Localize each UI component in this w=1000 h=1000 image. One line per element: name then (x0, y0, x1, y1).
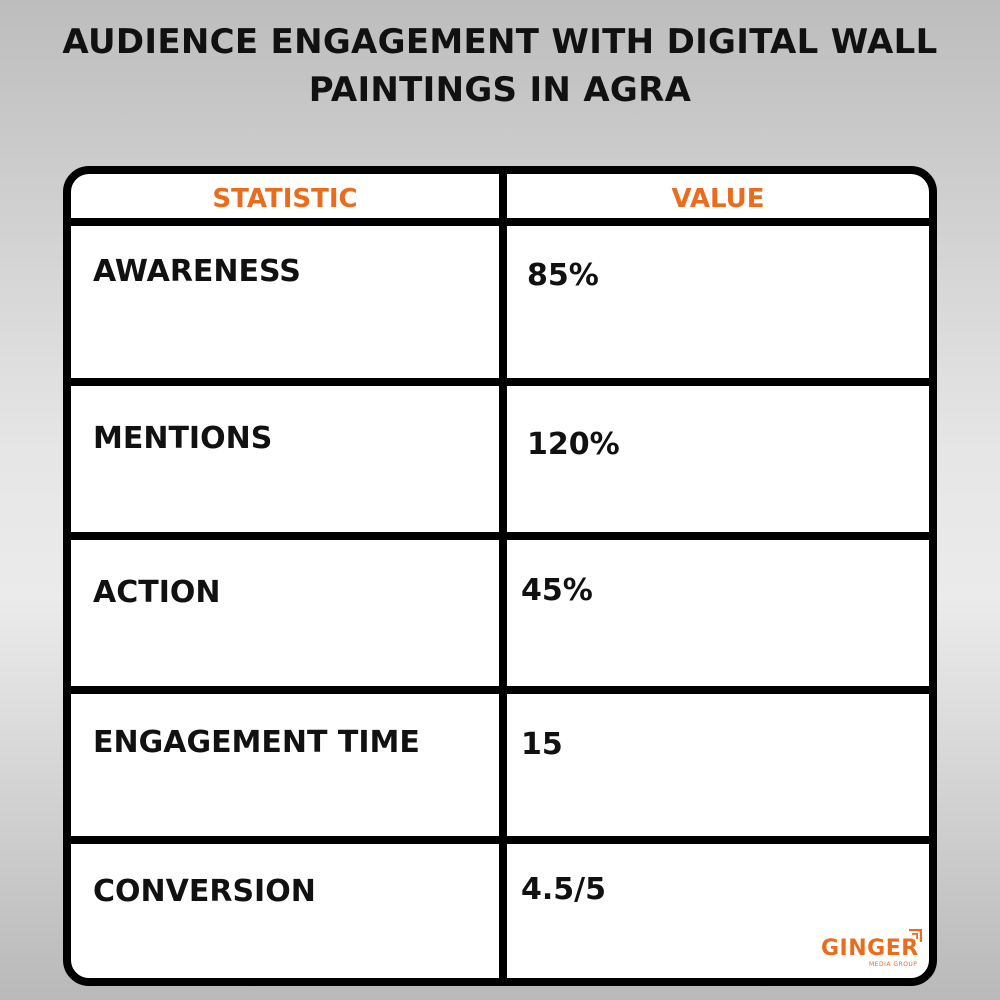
row-divider (71, 836, 929, 844)
header-divider (71, 218, 929, 226)
statistic-cell: CONVERSION (93, 874, 316, 909)
title-line-2: PAINTINGS IN AGRA (308, 70, 692, 110)
ginger-logo: GINGER MEDIA GROUP (821, 928, 929, 978)
title-line-1: AUDIENCE ENGAGEMENT WITH DIGITAL WALL (62, 22, 938, 62)
value-cell: 85% (527, 258, 599, 293)
value-cell: 120% (527, 427, 620, 462)
value-cell: 4.5/5 (521, 872, 606, 907)
column-divider (499, 174, 507, 978)
column-header-value: VALUE (671, 184, 765, 214)
logo-tagline: MEDIA GROUP (869, 961, 918, 968)
row-divider (71, 532, 929, 540)
row-divider (71, 686, 929, 694)
statistic-cell: ENGAGEMENT TIME (93, 725, 420, 760)
row-divider (71, 378, 929, 386)
statistic-cell: MENTIONS (93, 421, 273, 456)
logo-name: GINGER (821, 936, 919, 961)
value-cell: 15 (521, 727, 563, 762)
statistic-cell: AWARENESS (93, 254, 301, 289)
value-cell: 45% (521, 573, 593, 608)
column-header-statistic: STATISTIC (212, 184, 358, 214)
statistic-cell: ACTION (93, 575, 221, 610)
page-title: AUDIENCE ENGAGEMENT WITH DIGITAL WALL PA… (0, 18, 1000, 114)
ginger-mark-icon (909, 929, 922, 942)
statistics-table: STATISTIC VALUE AWARENESS 85% MENTIONS 1… (63, 166, 937, 986)
